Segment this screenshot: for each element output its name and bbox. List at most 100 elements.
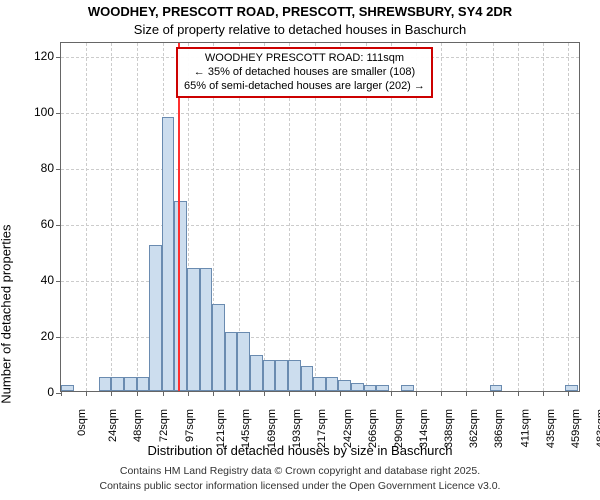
y-tick-label: 0 <box>47 385 54 399</box>
x-tick-label: 0sqm <box>76 409 88 436</box>
x-tick <box>416 391 417 396</box>
histogram-bar <box>313 377 326 391</box>
y-tick <box>56 57 61 58</box>
histogram-bar <box>338 380 351 391</box>
grid-line-v <box>518 43 519 391</box>
grid-line-v <box>111 43 112 391</box>
histogram-bar <box>401 385 414 391</box>
grid-line-h <box>61 337 579 338</box>
y-tick <box>56 281 61 282</box>
x-tick-label: 242sqm <box>342 409 354 448</box>
histogram-bar <box>174 201 187 391</box>
x-tick-label: 193sqm <box>291 409 303 448</box>
x-tick-label: 483sqm <box>596 409 600 448</box>
grid-line-v <box>466 43 467 391</box>
grid-line-v <box>441 43 442 391</box>
histogram-bar <box>162 117 175 391</box>
histogram-bar <box>237 332 250 391</box>
x-tick-label: 145sqm <box>240 409 252 448</box>
chart-title-main: WOODHEY, PRESCOTT ROAD, PRESCOTT, SHREWS… <box>0 4 600 19</box>
x-tick-label: 72sqm <box>158 409 170 442</box>
histogram-bar <box>200 268 213 391</box>
histogram-bar <box>351 383 364 391</box>
grid-line-v <box>568 43 569 391</box>
histogram-bar <box>212 304 225 391</box>
x-tick <box>289 391 290 396</box>
grid-line-h <box>61 169 579 170</box>
y-tick-label: 20 <box>41 329 54 343</box>
histogram-bar <box>225 332 238 391</box>
grid-line-v <box>137 43 138 391</box>
histogram-bar <box>275 360 288 391</box>
histogram-bar <box>99 377 112 391</box>
x-tick <box>239 391 240 396</box>
x-tick <box>466 391 467 396</box>
footer-copyright-1: Contains HM Land Registry data © Crown c… <box>0 465 600 477</box>
histogram-bar <box>124 377 137 391</box>
x-tick <box>568 391 569 396</box>
annotation-line: ← 35% of detached houses are smaller (10… <box>184 66 425 80</box>
grid-line-h <box>61 113 579 114</box>
histogram-bar <box>61 385 74 391</box>
x-tick <box>111 391 112 396</box>
y-tick-label: 80 <box>41 161 54 175</box>
y-tick <box>56 337 61 338</box>
grid-line-v <box>543 43 544 391</box>
x-tick-label: 121sqm <box>215 409 227 448</box>
histogram-bar <box>149 245 162 391</box>
x-tick <box>61 391 62 396</box>
x-tick <box>391 391 392 396</box>
x-tick <box>441 391 442 396</box>
histogram-bar <box>137 377 150 391</box>
x-tick <box>264 391 265 396</box>
chart-title-sub: Size of property relative to detached ho… <box>0 22 600 37</box>
annotation-box: WOODHEY PRESCOTT ROAD: 111sqm← 35% of de… <box>176 47 433 98</box>
x-tick-label: 314sqm <box>418 409 430 448</box>
x-tick-label: 169sqm <box>266 409 278 448</box>
x-tick-label: 24sqm <box>107 409 119 442</box>
x-tick-label: 217sqm <box>316 409 328 448</box>
histogram-bar <box>565 385 578 391</box>
x-tick-label: 97sqm <box>184 409 196 442</box>
y-tick-label: 60 <box>41 217 54 231</box>
histogram-bar <box>187 268 200 391</box>
x-tick-label: 266sqm <box>368 409 380 448</box>
histogram-bar <box>263 360 276 391</box>
x-tick <box>340 391 341 396</box>
x-tick <box>213 391 214 396</box>
x-tick <box>86 391 87 396</box>
x-tick-label: 411sqm <box>519 409 531 447</box>
x-tick-label: 338sqm <box>443 409 455 448</box>
y-tick <box>56 225 61 226</box>
annotation-line: 65% of semi-detached houses are larger (… <box>184 80 425 94</box>
footer-copyright-2: Contains public sector information licen… <box>0 480 600 492</box>
annotation-line: WOODHEY PRESCOTT ROAD: 111sqm <box>184 52 425 66</box>
histogram-bar <box>364 385 377 391</box>
histogram-bar <box>490 385 503 391</box>
histogram-bar <box>288 360 301 391</box>
plot-area: WOODHEY PRESCOTT ROAD: 111sqm← 35% of de… <box>60 42 580 392</box>
grid-line-v <box>493 43 494 391</box>
histogram-bar <box>376 385 389 391</box>
x-tick-label: 386sqm <box>494 409 506 448</box>
x-tick <box>493 391 494 396</box>
x-tick <box>315 391 316 396</box>
x-tick <box>518 391 519 396</box>
x-tick-label: 362sqm <box>468 409 480 448</box>
histogram-bar <box>326 377 339 391</box>
x-tick-label: 435sqm <box>545 409 557 448</box>
grid-line-v <box>86 43 87 391</box>
y-tick-label: 40 <box>41 273 54 287</box>
x-tick-label: 290sqm <box>393 409 405 448</box>
y-tick <box>56 113 61 114</box>
histogram-bar <box>250 355 263 391</box>
y-tick-label: 100 <box>34 105 54 119</box>
histogram-chart: WOODHEY, PRESCOTT ROAD, PRESCOTT, SHREWS… <box>0 0 600 500</box>
y-tick <box>56 169 61 170</box>
grid-line-h <box>61 281 579 282</box>
x-tick-label: 48sqm <box>132 409 144 442</box>
x-tick <box>137 391 138 396</box>
grid-line-h <box>61 225 579 226</box>
y-tick-label: 120 <box>34 49 54 63</box>
x-tick-label: 459sqm <box>570 409 582 448</box>
